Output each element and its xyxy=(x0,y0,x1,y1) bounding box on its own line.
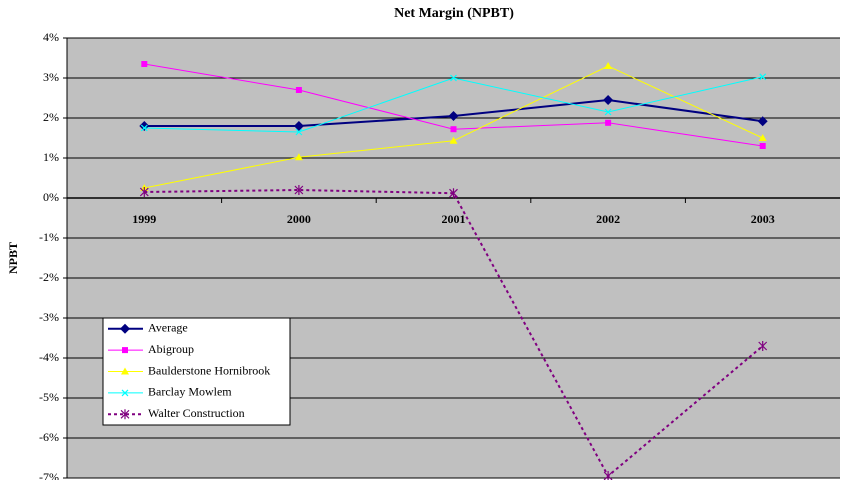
y-tick-label: 0% xyxy=(43,190,59,204)
y-tick-label: -1% xyxy=(39,230,59,244)
x-tick-label: 2000 xyxy=(287,212,311,226)
legend-marker xyxy=(120,323,130,334)
marker xyxy=(295,87,302,93)
marker xyxy=(295,128,303,136)
y-axis-label: NPBT xyxy=(6,242,20,274)
marker xyxy=(294,153,303,161)
marker xyxy=(449,188,458,199)
y-tick-label: -3% xyxy=(39,310,59,324)
legend-marker xyxy=(121,367,129,375)
y-tick-label: -7% xyxy=(39,470,59,480)
marker xyxy=(759,73,767,81)
marker xyxy=(605,119,612,126)
x-tick-label: 2003 xyxy=(751,212,775,226)
legend-label: Average xyxy=(148,320,188,334)
marker xyxy=(603,95,614,105)
legend-marker xyxy=(122,347,128,354)
legend-marker xyxy=(120,409,130,420)
legend-label: Walter Construction xyxy=(148,406,245,420)
y-tick-label: -6% xyxy=(39,430,59,444)
marker xyxy=(603,471,613,480)
x-tick-label: 1999 xyxy=(132,212,156,226)
legend-label: Barclay Mowlem xyxy=(148,385,232,399)
y-tick-label: 1% xyxy=(43,150,59,164)
marker xyxy=(759,143,766,149)
legend-label: Baulderstone Hornibrook xyxy=(148,363,270,377)
marker xyxy=(604,108,612,116)
y-tick-label: 4% xyxy=(43,30,59,44)
y-tick-label: 2% xyxy=(43,110,59,124)
marker xyxy=(449,136,458,144)
marker xyxy=(293,121,304,131)
marker xyxy=(140,124,148,132)
chart-title: Net Margin (NPBT) xyxy=(394,6,514,21)
legend-marker xyxy=(121,389,129,397)
marker xyxy=(141,61,148,67)
marker xyxy=(139,187,149,197)
marker xyxy=(758,134,767,141)
marker xyxy=(294,185,304,195)
marker xyxy=(448,111,459,121)
x-tick-label: 2002 xyxy=(596,212,620,226)
marker xyxy=(758,341,768,351)
y-tick-label: -5% xyxy=(39,390,59,404)
marker xyxy=(450,74,457,82)
x-tick-label: 2001 xyxy=(442,212,466,226)
marker xyxy=(450,126,457,133)
y-tick-label: -4% xyxy=(39,350,59,364)
marker xyxy=(757,116,768,127)
y-tick-label: -2% xyxy=(39,270,59,284)
y-tick-label: 3% xyxy=(43,70,59,84)
series-line xyxy=(144,188,764,478)
marker xyxy=(604,62,613,69)
legend-label: Abigroup xyxy=(148,342,194,356)
